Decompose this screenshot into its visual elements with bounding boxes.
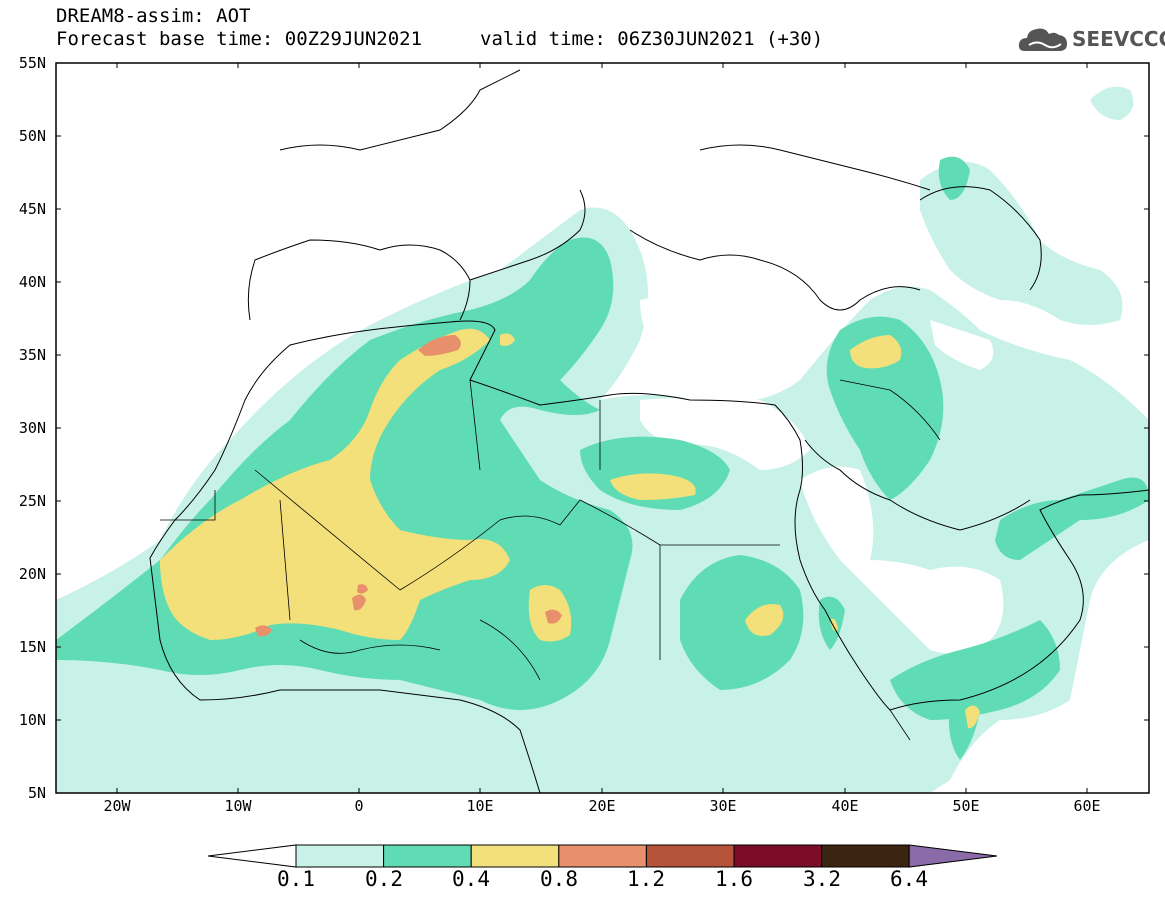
lat-label-35n: 35N [18,346,46,364]
country-borders [160,379,941,741]
colorbar-label-1.2: 1.2 [627,867,665,891]
colorbar-swatch-7 [821,844,910,868]
lon-label-60e: 60E [1073,797,1101,815]
colorbar-label-0.2: 0.2 [365,867,403,891]
aot-field [56,63,1149,793]
colorbar-low-arrow [207,844,297,868]
aot-gap [560,293,1004,654]
logo-text: SEEVCCC [1072,27,1165,51]
colorbar-label-0.4: 0.4 [452,867,490,891]
colorbar [207,844,998,868]
lat-label-20n: 20N [18,565,46,583]
aot-contour-0.4 [160,328,980,729]
lat-label-50n: 50N [18,127,46,145]
lon-label-50e: 50E [952,797,980,815]
lon-label-20e: 20E [588,797,616,815]
colorbar-label-0.8: 0.8 [540,867,578,891]
colorbar-swatch-1 [295,844,385,868]
lon-label-30e: 30E [709,797,737,815]
lat-label-55n: 55N [18,54,46,72]
colorbar-swatch-5 [645,844,735,868]
colorbar-label-6.4: 6.4 [890,867,928,891]
lon-label-10e: 10E [466,797,494,815]
colorbar-swatch-2 [383,844,472,868]
lon-label-40e: 40E [831,797,859,815]
seevccc-logo: SEEVCCC [1017,23,1165,55]
map-title: DREAM8-assim: AOT [56,5,251,27]
cloud-logo-icon [1018,28,1067,51]
lon-label-0: 0 [354,797,364,815]
lat-label-45n: 45N [18,200,46,218]
valid-time: valid time: 06Z30JUN2021 (+30) [480,28,824,50]
colorbar-label-3.2: 3.2 [803,867,841,891]
colorbar-swatch-4 [558,844,647,868]
lat-label-15n: 15N [18,638,46,656]
forecast-base-time: Forecast base time: 00Z29JUN2021 [56,28,423,50]
coastlines [149,69,1149,793]
colorbar-label-1.6: 1.6 [715,867,753,891]
lat-label-25n: 25N [18,492,46,510]
colorbar-swatch-3 [470,844,560,868]
colorbar-label-0.1: 0.1 [277,867,315,891]
lat-label-10n: 10N [18,711,46,729]
colorbar-swatch-6 [733,844,823,868]
lat-label-40n: 40N [18,273,46,291]
lat-label-5n: 5N [27,784,46,802]
lon-label-20w: 20W [103,797,131,815]
colorbar-high-arrow [908,844,998,868]
lat-label-30n: 30N [18,419,46,437]
axis-ticks [56,62,1149,793]
lon-label-10w: 10W [224,797,252,815]
aot-contour-0.8 [255,335,562,637]
